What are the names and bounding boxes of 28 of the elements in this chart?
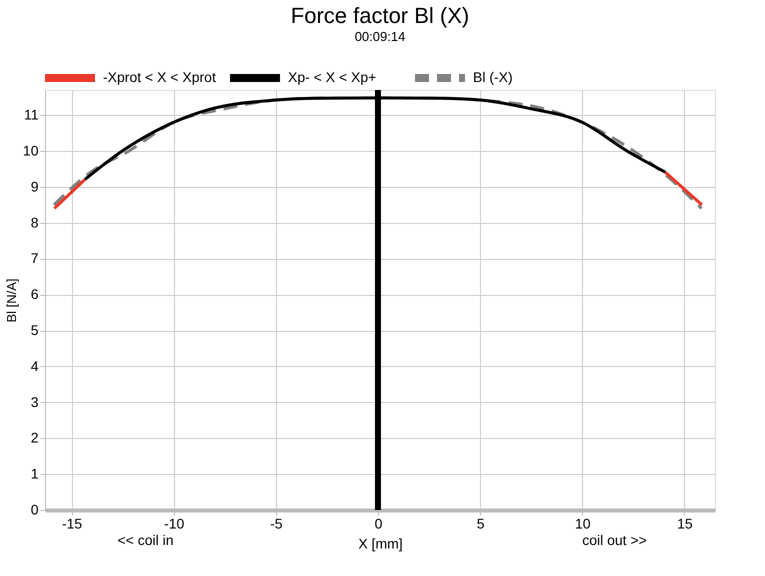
y-tick-label: 7 — [30, 250, 39, 266]
legend-label: Xp- < X < Xp+ — [288, 69, 376, 85]
y-tick-label: 3 — [30, 394, 39, 410]
x-axis-title: X [mm] — [358, 536, 403, 552]
y-tick-label: 1 — [30, 466, 39, 482]
y-tick-label: 8 — [30, 214, 39, 230]
x-tick-label: 15 — [677, 516, 693, 532]
x-tick-label: 5 — [476, 516, 485, 532]
text: << coil in — [117, 532, 174, 548]
y-tick-label: 2 — [30, 430, 39, 446]
legend-label: -Xprot < X < Xprot — [103, 69, 216, 85]
y-axis-title: Bl [N/A] — [4, 278, 19, 323]
x-tick-label: 10 — [574, 516, 591, 532]
x-tick-label: 0 — [374, 516, 383, 532]
y-tick-label: 5 — [30, 322, 39, 338]
y-tick-label: 10 — [22, 142, 39, 159]
y-tick-label: 4 — [30, 358, 39, 374]
chart-subtitle: 00:09:14 — [354, 29, 406, 44]
chart-title: Force factor Bl (X) — [290, 3, 470, 28]
y-tick-label: 11 — [24, 106, 39, 123]
x-tick-label: -15 — [62, 516, 82, 532]
x-tick-label: -5 — [270, 516, 283, 532]
x-tick-label: -10 — [164, 516, 185, 532]
text: coil out >> — [582, 532, 647, 548]
y-tick-label: 9 — [30, 178, 39, 194]
legend-label: Bl (-X) — [473, 69, 513, 85]
y-tick-label: 6 — [30, 286, 39, 302]
y-tick-label: 0 — [30, 502, 39, 518]
